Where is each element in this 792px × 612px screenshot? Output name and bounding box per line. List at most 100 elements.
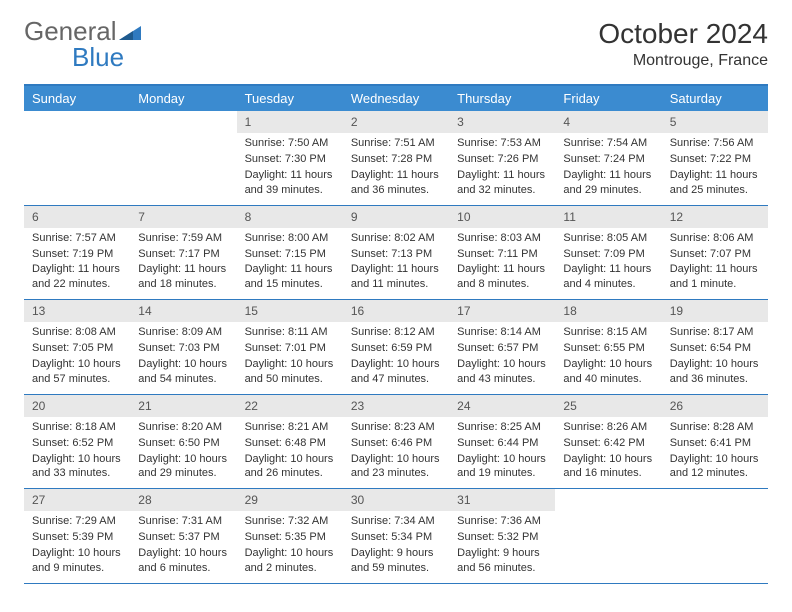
- day-details: Sunrise: 8:23 AMSunset: 6:46 PMDaylight:…: [343, 417, 449, 488]
- week-row: 6Sunrise: 7:57 AMSunset: 7:19 PMDaylight…: [24, 206, 768, 301]
- day-number: 13: [24, 300, 130, 322]
- day-number: 3: [449, 111, 555, 133]
- day-cell: 29Sunrise: 7:32 AMSunset: 5:35 PMDayligh…: [237, 489, 343, 583]
- daylight-line: Daylight: 11 hours and 32 minutes.: [457, 168, 547, 198]
- sunrise-line: Sunrise: 8:03 AM: [457, 231, 547, 246]
- day-cell: 24Sunrise: 8:25 AMSunset: 6:44 PMDayligh…: [449, 395, 555, 489]
- day-details: Sunrise: 8:17 AMSunset: 6:54 PMDaylight:…: [662, 322, 768, 393]
- sunrise-line: Sunrise: 8:00 AM: [245, 231, 335, 246]
- day-cell: 10Sunrise: 8:03 AMSunset: 7:11 PMDayligh…: [449, 206, 555, 300]
- day-details: Sunrise: 7:53 AMSunset: 7:26 PMDaylight:…: [449, 133, 555, 204]
- sunrise-line: Sunrise: 7:57 AM: [32, 231, 122, 246]
- day-details: Sunrise: 7:57 AMSunset: 7:19 PMDaylight:…: [24, 228, 130, 299]
- day-details: Sunrise: 7:36 AMSunset: 5:32 PMDaylight:…: [449, 511, 555, 582]
- daylight-line: Daylight: 10 hours and 47 minutes.: [351, 357, 441, 387]
- weekday-label: Saturday: [662, 86, 768, 111]
- daylight-line: Daylight: 10 hours and 12 minutes.: [670, 452, 760, 482]
- day-cell: 18Sunrise: 8:15 AMSunset: 6:55 PMDayligh…: [555, 300, 661, 394]
- day-cell: 13Sunrise: 8:08 AMSunset: 7:05 PMDayligh…: [24, 300, 130, 394]
- day-details: Sunrise: 8:05 AMSunset: 7:09 PMDaylight:…: [555, 228, 661, 299]
- day-details: Sunrise: 7:51 AMSunset: 7:28 PMDaylight:…: [343, 133, 449, 204]
- location: Montrouge, France: [598, 52, 768, 70]
- sunrise-line: Sunrise: 8:02 AM: [351, 231, 441, 246]
- sunrise-line: Sunrise: 7:32 AM: [245, 514, 335, 529]
- day-cell: [662, 489, 768, 583]
- day-cell: 11Sunrise: 8:05 AMSunset: 7:09 PMDayligh…: [555, 206, 661, 300]
- weekday-label: Wednesday: [343, 86, 449, 111]
- day-details: Sunrise: 8:02 AMSunset: 7:13 PMDaylight:…: [343, 228, 449, 299]
- day-details: Sunrise: 8:08 AMSunset: 7:05 PMDaylight:…: [24, 322, 130, 393]
- day-details: Sunrise: 8:20 AMSunset: 6:50 PMDaylight:…: [130, 417, 236, 488]
- sunrise-line: Sunrise: 8:21 AM: [245, 420, 335, 435]
- day-details: Sunrise: 8:11 AMSunset: 7:01 PMDaylight:…: [237, 322, 343, 393]
- daylight-line: Daylight: 11 hours and 1 minute.: [670, 262, 760, 292]
- daylight-line: Daylight: 10 hours and 54 minutes.: [138, 357, 228, 387]
- sunrise-line: Sunrise: 7:54 AM: [563, 136, 653, 151]
- day-cell: 28Sunrise: 7:31 AMSunset: 5:37 PMDayligh…: [130, 489, 236, 583]
- sunset-line: Sunset: 7:22 PM: [670, 152, 760, 167]
- day-cell: 23Sunrise: 8:23 AMSunset: 6:46 PMDayligh…: [343, 395, 449, 489]
- week-row: 1Sunrise: 7:50 AMSunset: 7:30 PMDaylight…: [24, 111, 768, 206]
- daylight-line: Daylight: 10 hours and 29 minutes.: [138, 452, 228, 482]
- logo-triangle-icon: [119, 22, 141, 40]
- sunset-line: Sunset: 7:30 PM: [245, 152, 335, 167]
- day-details: Sunrise: 8:03 AMSunset: 7:11 PMDaylight:…: [449, 228, 555, 299]
- day-cell: 3Sunrise: 7:53 AMSunset: 7:26 PMDaylight…: [449, 111, 555, 205]
- sunset-line: Sunset: 6:50 PM: [138, 436, 228, 451]
- day-number: [662, 489, 768, 511]
- sunrise-line: Sunrise: 7:51 AM: [351, 136, 441, 151]
- daylight-line: Daylight: 10 hours and 19 minutes.: [457, 452, 547, 482]
- sunrise-line: Sunrise: 8:20 AM: [138, 420, 228, 435]
- day-cell: 4Sunrise: 7:54 AMSunset: 7:24 PMDaylight…: [555, 111, 661, 205]
- daylight-line: Daylight: 11 hours and 8 minutes.: [457, 262, 547, 292]
- day-number: 26: [662, 395, 768, 417]
- day-details: Sunrise: 8:06 AMSunset: 7:07 PMDaylight:…: [662, 228, 768, 299]
- day-number: [555, 489, 661, 511]
- day-cell: 15Sunrise: 8:11 AMSunset: 7:01 PMDayligh…: [237, 300, 343, 394]
- day-number: [130, 111, 236, 133]
- sunset-line: Sunset: 5:32 PM: [457, 530, 547, 545]
- day-number: 11: [555, 206, 661, 228]
- sunrise-line: Sunrise: 8:06 AM: [670, 231, 760, 246]
- day-details: Sunrise: 7:50 AMSunset: 7:30 PMDaylight:…: [237, 133, 343, 204]
- weekday-label: Sunday: [24, 86, 130, 111]
- daylight-line: Daylight: 11 hours and 22 minutes.: [32, 262, 122, 292]
- day-details: Sunrise: 7:31 AMSunset: 5:37 PMDaylight:…: [130, 511, 236, 582]
- logo: GeneralBlue: [24, 18, 141, 70]
- logo-text-blue: Blue: [72, 42, 124, 72]
- day-number: [24, 111, 130, 133]
- day-cell: 25Sunrise: 8:26 AMSunset: 6:42 PMDayligh…: [555, 395, 661, 489]
- daylight-line: Daylight: 10 hours and 57 minutes.: [32, 357, 122, 387]
- day-number: 10: [449, 206, 555, 228]
- sunrise-line: Sunrise: 8:25 AM: [457, 420, 547, 435]
- day-number: 23: [343, 395, 449, 417]
- weekday-label: Thursday: [449, 86, 555, 111]
- day-cell: 16Sunrise: 8:12 AMSunset: 6:59 PMDayligh…: [343, 300, 449, 394]
- daylight-line: Daylight: 10 hours and 26 minutes.: [245, 452, 335, 482]
- day-number: 29: [237, 489, 343, 511]
- day-details: Sunrise: 7:59 AMSunset: 7:17 PMDaylight:…: [130, 228, 236, 299]
- sunrise-line: Sunrise: 8:15 AM: [563, 325, 653, 340]
- day-details: Sunrise: 8:18 AMSunset: 6:52 PMDaylight:…: [24, 417, 130, 488]
- sunset-line: Sunset: 7:28 PM: [351, 152, 441, 167]
- sunset-line: Sunset: 6:41 PM: [670, 436, 760, 451]
- day-number: 7: [130, 206, 236, 228]
- day-cell: 9Sunrise: 8:02 AMSunset: 7:13 PMDaylight…: [343, 206, 449, 300]
- day-number: 2: [343, 111, 449, 133]
- daylight-line: Daylight: 11 hours and 4 minutes.: [563, 262, 653, 292]
- day-cell: 26Sunrise: 8:28 AMSunset: 6:41 PMDayligh…: [662, 395, 768, 489]
- sunset-line: Sunset: 6:42 PM: [563, 436, 653, 451]
- day-cell: 7Sunrise: 7:59 AMSunset: 7:17 PMDaylight…: [130, 206, 236, 300]
- weekday-label: Monday: [130, 86, 236, 111]
- sunrise-line: Sunrise: 7:29 AM: [32, 514, 122, 529]
- day-number: 6: [24, 206, 130, 228]
- day-number: 31: [449, 489, 555, 511]
- month-title: October 2024: [598, 18, 768, 50]
- sunrise-line: Sunrise: 7:31 AM: [138, 514, 228, 529]
- sunset-line: Sunset: 7:01 PM: [245, 341, 335, 356]
- daylight-line: Daylight: 10 hours and 2 minutes.: [245, 546, 335, 576]
- day-number: 15: [237, 300, 343, 322]
- day-number: 22: [237, 395, 343, 417]
- day-number: 24: [449, 395, 555, 417]
- sunset-line: Sunset: 7:24 PM: [563, 152, 653, 167]
